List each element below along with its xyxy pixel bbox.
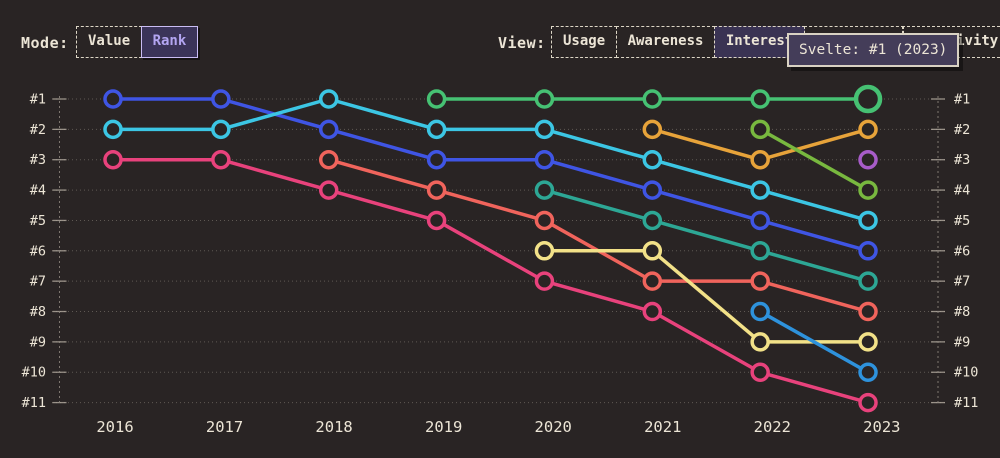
rank-label-right: #10 (954, 365, 978, 381)
data-point-indigo-2018[interactable] (318, 119, 339, 140)
rank-label-right: #4 (954, 183, 970, 199)
data-point-cyan-2021[interactable] (642, 149, 663, 170)
data-point-cyan-2019[interactable] (426, 119, 447, 140)
rank-label-right: #7 (954, 274, 970, 290)
data-point-indigo-2022[interactable] (750, 210, 770, 231)
data-point-yellow-2022[interactable] (750, 332, 770, 352)
rank-label-left: #3 (30, 152, 46, 168)
year-label: 2020 (535, 418, 572, 436)
year-label: 2023 (863, 418, 900, 436)
year-label: 2018 (315, 418, 352, 436)
rank-label-right: #6 (954, 243, 970, 259)
data-point-rose-2017[interactable] (211, 149, 231, 170)
data-point-green-svelte-2020[interactable] (534, 89, 555, 109)
data-point-cyan-2023[interactable] (858, 210, 878, 231)
mode-label: Mode: (21, 34, 69, 52)
tooltip-text: Svelte: #1 (2023) (799, 42, 948, 58)
data-point-teal-2020[interactable] (534, 180, 555, 200)
rank-label-left: #11 (22, 395, 46, 411)
year-label: 2019 (425, 418, 462, 436)
rank-label-right: #2 (954, 122, 970, 138)
data-point-cyan-2022[interactable] (750, 180, 770, 200)
data-point-orange-2023[interactable] (858, 119, 878, 140)
rank-label-right: #5 (954, 213, 970, 229)
series-line-rose (111, 157, 870, 405)
data-point-indigo-2021[interactable] (642, 180, 663, 200)
data-point-cyan-2017[interactable] (211, 119, 231, 140)
data-point-yellow-2023[interactable] (858, 332, 878, 352)
mode-toggle-group: Value Rank (76, 26, 199, 58)
data-point-coral-2019[interactable] (426, 180, 447, 200)
data-point-azure-2022[interactable] (750, 301, 770, 322)
data-point-rose-2016[interactable] (103, 149, 123, 170)
rank-label-left: #7 (30, 274, 46, 290)
data-point-orange-2022[interactable] (750, 149, 770, 170)
data-point-yellow-2020[interactable] (534, 241, 555, 261)
year-label: 2016 (96, 418, 133, 436)
data-point-green-svelte-2021[interactable] (642, 89, 663, 109)
data-point-coral-2023[interactable] (858, 301, 878, 322)
data-point-orange-2021[interactable] (642, 119, 663, 140)
data-point-cyan-2018[interactable] (318, 89, 339, 109)
year-label: 2021 (644, 418, 681, 436)
data-point-azure-2023[interactable] (858, 362, 878, 382)
series-line-cyan (111, 97, 870, 223)
rank-label-right: #1 (954, 92, 970, 108)
data-point-coral-2018[interactable] (318, 149, 339, 170)
data-point-rose-2020[interactable] (534, 271, 555, 291)
tooltip: Svelte: #1 (2023) (787, 33, 960, 67)
mode-rank-button[interactable]: Rank (140, 26, 199, 58)
data-point-teal-2021[interactable] (642, 210, 663, 231)
rank-label-left: #4 (30, 183, 46, 199)
data-point-indigo-2017[interactable] (211, 89, 231, 109)
view-usage-button[interactable]: Usage (551, 26, 618, 58)
rank-label-right: #3 (954, 152, 970, 168)
data-point-coral-2022[interactable] (750, 271, 770, 291)
year-label: 2017 (206, 418, 243, 436)
data-point-teal-2022[interactable] (750, 241, 770, 261)
rank-label-left: #8 (30, 304, 46, 320)
data-point-yellow-2021[interactable] (642, 241, 663, 261)
data-point-rose-2019[interactable] (426, 210, 447, 231)
series-line-coral (326, 157, 870, 314)
rank-label-left: #6 (30, 243, 46, 259)
data-point-rose-2018[interactable] (318, 180, 339, 200)
series-line-indigo (111, 97, 870, 253)
data-point-rose-2023[interactable] (858, 392, 878, 413)
data-point-rose-2022[interactable] (750, 362, 770, 382)
rank-label-right: #9 (954, 334, 970, 350)
series-line-teal (542, 188, 870, 283)
data-point-coral-2020[interactable] (534, 210, 555, 231)
series-line-olive (758, 127, 870, 192)
data-point-green-svelte-2019[interactable] (426, 89, 447, 109)
rank-label-left: #5 (30, 213, 46, 229)
data-point-indigo-2019[interactable] (426, 149, 447, 170)
data-point-teal-2023[interactable] (858, 271, 878, 291)
rank-label-left: #2 (30, 122, 46, 138)
data-point-cyan-2020[interactable] (534, 119, 555, 140)
data-point-indigo-2016[interactable] (103, 89, 123, 109)
data-point-indigo-2023[interactable] (858, 241, 878, 261)
data-point-green-svelte-2023[interactable] (853, 84, 883, 114)
data-point-coral-2021[interactable] (642, 271, 663, 291)
rank-label-left: #1 (30, 92, 46, 108)
rank-label-right: #8 (954, 304, 970, 320)
year-label: 2022 (754, 418, 791, 436)
view-label: View: (498, 34, 546, 52)
data-point-olive-2022[interactable] (750, 119, 770, 140)
data-point-olive-2023[interactable] (858, 180, 878, 200)
series-line-azure (758, 309, 870, 374)
data-point-cyan-2016[interactable] (103, 119, 123, 140)
data-point-purple-2023[interactable] (858, 149, 878, 170)
rank-label-left: #9 (30, 334, 46, 350)
data-point-rose-2021[interactable] (642, 301, 663, 322)
rank-label-left: #10 (22, 365, 46, 381)
data-point-green-svelte-2022[interactable] (750, 89, 770, 109)
data-point-indigo-2020[interactable] (534, 149, 555, 170)
rank-label-right: #11 (954, 395, 978, 411)
